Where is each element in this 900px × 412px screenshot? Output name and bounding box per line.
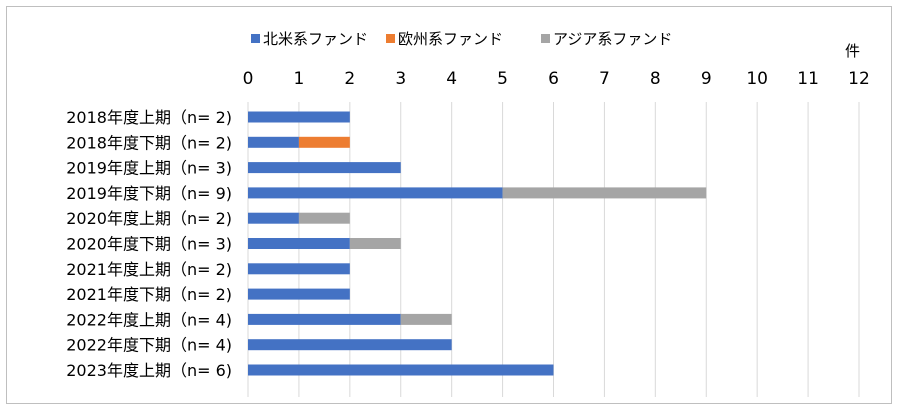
bar-segment-0-4 — [248, 212, 299, 224]
legend-swatch-0 — [251, 34, 260, 43]
legend: 北米系ファンド 欧州系ファンド アジア系ファンド — [251, 30, 672, 48]
bar-segment-0-2 — [248, 162, 401, 174]
legend-label-0: 北米系ファンド — [263, 30, 368, 48]
category-label: 2021年度下期（n= 2) — [66, 285, 232, 304]
x-tick-label: 3 — [395, 69, 406, 89]
x-tick-label: 2 — [344, 69, 355, 89]
x-tick-label: 1 — [294, 69, 305, 89]
x-tick-label: 12 — [848, 69, 870, 89]
legend-label-2: アジア系ファンド — [553, 30, 672, 48]
bar-segment-0-8 — [248, 313, 401, 325]
bar-segment-0-1 — [248, 136, 299, 148]
category-label: 2019年度下期（n= 9) — [66, 184, 232, 203]
category-label: 2023年度上期（n= 6) — [66, 361, 232, 380]
bar-segment-0-6 — [248, 263, 350, 275]
bar-segment-0-0 — [248, 111, 350, 123]
x-tick-label: 6 — [548, 69, 559, 89]
x-tick-label: 4 — [446, 69, 457, 89]
bar-segment-0-3 — [248, 187, 503, 199]
category-label: 2020年度下期（n= 3) — [66, 235, 232, 254]
bar-segment-1-1 — [298, 136, 350, 148]
category-label: 2018年度下期（n= 2) — [66, 133, 232, 152]
x-axis-unit: 件 — [845, 42, 860, 60]
category-label: 2019年度上期（n= 3) — [66, 159, 232, 178]
legend-swatch-2 — [541, 34, 550, 43]
category-label: 2018年度上期（n= 2) — [66, 108, 232, 127]
x-tick-label: 10 — [746, 69, 768, 89]
bar-segment-2-8 — [400, 313, 452, 325]
x-tick-label: 9 — [701, 69, 712, 89]
bar-segment-2-3 — [502, 187, 707, 199]
bar-segment-0-9 — [248, 339, 452, 351]
chart-frame: 北米系ファンド 欧州系ファンド アジア系ファンド 件 0 1 2 3 4 5 6 7 8 9 10 11 1… — [6, 6, 892, 404]
bar-segment-2-5 — [349, 238, 401, 249]
bar-segment-0-10 — [248, 364, 554, 376]
category-label: 2022年度下期（n= 4) — [66, 336, 232, 355]
category-label: 2020年度上期（n= 2) — [66, 209, 232, 228]
x-tick-label: 11 — [797, 69, 819, 89]
x-tick-label: 8 — [650, 69, 661, 89]
bar-segment-0-5 — [248, 238, 350, 249]
bar-segment-2-4 — [298, 212, 350, 224]
legend-label-1: 欧州系ファンド — [398, 30, 503, 48]
gridlines — [247, 102, 860, 397]
x-tick-label: 5 — [497, 69, 508, 89]
category-label: 2021年度上期（n= 2) — [66, 260, 232, 279]
x-tick-label: 7 — [599, 69, 610, 89]
x-tick-label: 0 — [243, 69, 254, 89]
legend-swatch-1 — [386, 34, 395, 43]
category-labels: 2018年度上期（n= 2) 2018年度下期（n= 2) 2019年度上期（n= … — [66, 108, 232, 380]
stacked-bar-chart: 北米系ファンド 欧州系ファンド アジア系ファンド 件 0 1 2 3 4 5 6 7 8 9 10 11 1… — [66, 30, 870, 397]
category-label: 2022年度上期（n= 4) — [66, 310, 232, 329]
x-tick-labels: 0 1 2 3 4 5 6 7 8 9 10 11 12 — [243, 69, 870, 89]
bar-segment-0-7 — [248, 288, 350, 300]
bars — [248, 111, 707, 376]
